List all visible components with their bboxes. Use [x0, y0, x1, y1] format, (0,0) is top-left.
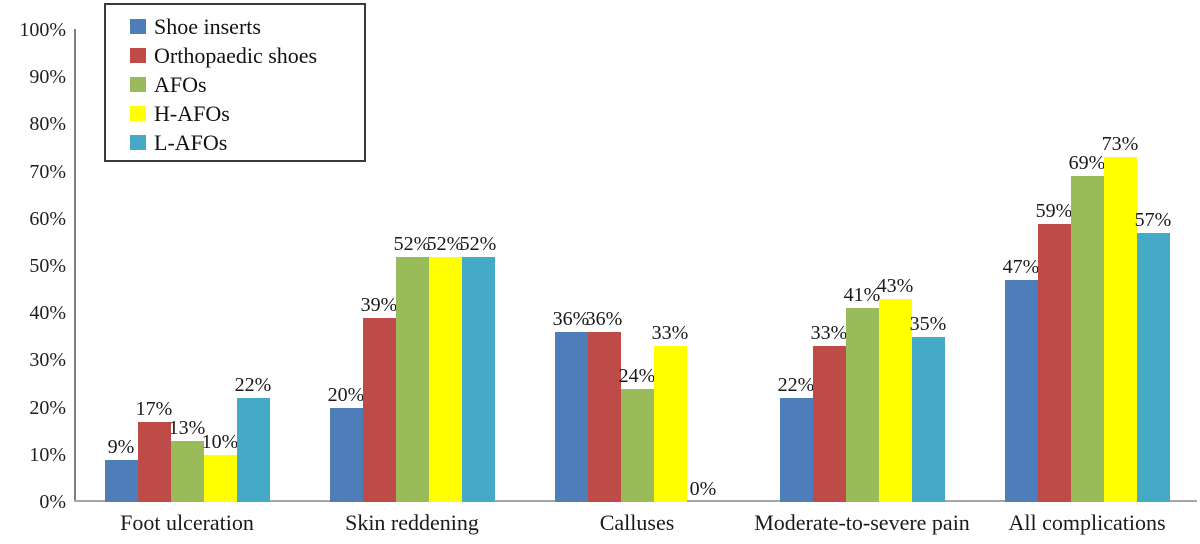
legend-swatch-icon — [130, 77, 146, 92]
bar-orthopaedic-shoes — [1037, 223, 1071, 502]
y-axis-tick-label: 90% — [29, 66, 66, 89]
value-label: 24% — [618, 364, 656, 387]
bar-l-afos — [911, 336, 945, 502]
bar-orthopaedic-shoes — [587, 332, 621, 502]
bar-shoe-inserts — [779, 398, 813, 502]
legend-swatch-icon — [130, 135, 146, 150]
legend-item-h-afos: H-AFOs — [130, 99, 364, 128]
bar-h-afos — [203, 454, 237, 502]
legend-item-orthopaedic-shoes: Orthopaedic shoes — [130, 41, 364, 70]
y-axis-tick-label: 20% — [29, 396, 66, 419]
bar-orthopaedic-shoes — [812, 346, 846, 502]
legend-item-shoe-inserts: Shoe inserts — [130, 12, 364, 41]
value-label: 0% — [689, 478, 717, 500]
value-label: 33% — [810, 322, 848, 345]
bar-h-afos — [653, 346, 687, 502]
value-label: 36% — [585, 308, 623, 331]
bar-shoe-inserts — [554, 332, 588, 502]
value-label: 59% — [1035, 199, 1073, 222]
bar-afos — [1070, 176, 1104, 502]
y-axis-tick-label: 10% — [29, 443, 66, 466]
value-label: 36% — [552, 308, 590, 331]
legend-swatch-icon — [130, 106, 146, 121]
value-label: 41% — [843, 284, 881, 307]
y-axis-tick-label: 30% — [29, 349, 66, 372]
legend-label: H-AFOs — [154, 100, 230, 126]
y-axis-tick-label: 50% — [29, 255, 66, 277]
y-axis-line — [74, 29, 76, 502]
bar-afos — [620, 388, 654, 502]
value-label: 9% — [107, 435, 135, 458]
value-label: 13% — [168, 416, 206, 439]
legend-item-l-afos: L-AFOs — [130, 128, 364, 157]
bar-shoe-inserts — [329, 407, 363, 502]
bar-shoe-inserts — [104, 459, 138, 502]
legend-label: AFOs — [154, 71, 207, 97]
bar-l-afos — [236, 398, 270, 502]
bar-l-afos — [1136, 232, 1170, 502]
value-label: 39% — [360, 293, 398, 316]
value-label: 22% — [777, 374, 815, 397]
bar-h-afos — [878, 299, 912, 502]
value-label: 22% — [234, 374, 272, 397]
value-label: 52% — [426, 232, 464, 255]
legend: Shoe inserts Orthopaedic shoes AFOs H-AFOs L… — [104, 3, 366, 162]
category-label: Moderate-to-severe pain — [754, 510, 970, 535]
bar-orthopaedic-shoes — [362, 317, 396, 502]
value-label: 47% — [1002, 256, 1040, 279]
bar-afos — [845, 308, 879, 502]
value-label: 10% — [201, 430, 239, 453]
value-label: 52% — [459, 232, 497, 255]
value-label: 73% — [1101, 133, 1139, 156]
value-label: 52% — [393, 232, 431, 255]
legend-label: Shoe inserts — [154, 13, 261, 39]
bar-h-afos — [1103, 157, 1137, 502]
y-axis-tick-label: 40% — [29, 302, 66, 325]
y-axis-tick-label: 70% — [29, 160, 66, 183]
value-label: 20% — [327, 383, 365, 406]
bar-h-afos — [428, 256, 462, 502]
y-axis-tick-label: 60% — [29, 207, 66, 230]
legend-label: Orthopaedic shoes — [154, 42, 318, 68]
value-label: 69% — [1068, 152, 1106, 175]
category-label: Calluses — [599, 510, 675, 535]
legend-item-afos: AFOs — [130, 70, 364, 99]
legend-items: Shoe inserts Orthopaedic shoes AFOs H-AFOs L… — [130, 12, 364, 157]
y-axis-tick-label: 80% — [29, 113, 66, 136]
category-label: Foot ulceration — [120, 510, 254, 535]
bar-shoe-inserts — [1004, 280, 1038, 502]
bar-afos — [395, 256, 429, 502]
bar-afos — [170, 440, 204, 502]
value-label: 17% — [135, 397, 173, 420]
y-axis-tick-label: 0% — [39, 491, 66, 513]
category-label: All complications — [1008, 510, 1166, 535]
value-label: 57% — [1134, 208, 1172, 231]
legend-label: L-AFOs — [154, 129, 228, 155]
bar-orthopaedic-shoes — [137, 421, 171, 502]
value-label: 35% — [909, 312, 947, 335]
value-label: 43% — [876, 275, 914, 298]
bar-l-afos — [461, 256, 495, 502]
value-label: 33% — [651, 322, 689, 345]
legend-swatch-icon — [130, 19, 146, 34]
legend-swatch-icon — [130, 48, 146, 63]
y-axis-tick-label: 100% — [19, 19, 66, 41]
category-label: Skin reddening — [345, 510, 479, 535]
